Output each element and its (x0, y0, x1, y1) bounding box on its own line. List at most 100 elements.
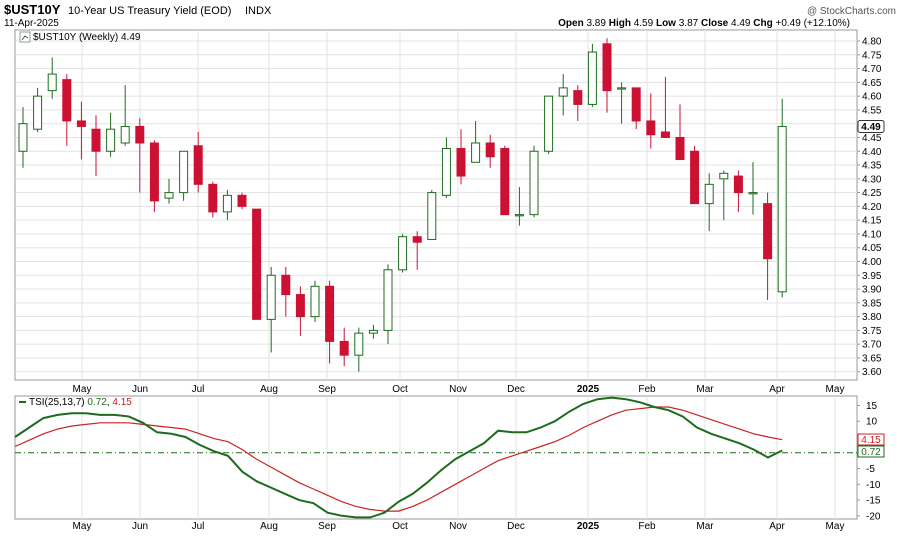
price-y-axis: 4.804.754.704.654.604.554.504.454.404.35… (857, 37, 882, 378)
open-value: 3.89 (586, 18, 606, 29)
price-y-tick-label: 4.45 (862, 133, 882, 144)
candle-body (690, 150, 700, 205)
candle-body (441, 148, 451, 196)
candle-body (149, 142, 159, 202)
tsi-signal-legend-value: 4.15 (112, 397, 132, 408)
candle-body (179, 150, 189, 194)
candle-body (748, 192, 758, 195)
symbol-label: $UST10Y (4, 2, 61, 17)
price-y-tick-label: 4.55 (862, 105, 882, 116)
candle-body (354, 332, 364, 356)
price-candles (18, 38, 787, 372)
price-y-tick-label: 4.35 (862, 161, 882, 172)
price-x-tick-label: Aug (260, 384, 278, 395)
price-x-tick-label: Mar (696, 384, 714, 395)
candle-body (18, 123, 28, 152)
candle-body (471, 142, 481, 163)
tsi-legend-text: TSI(25,13,7) 0.72, 4.15 (29, 397, 132, 408)
price-y-tick-label: 4.30 (862, 174, 882, 185)
price-y-tick-label: 3.95 (862, 271, 882, 282)
price-y-tick-label: 3.90 (862, 285, 882, 296)
price-y-tick-label: 4.65 (862, 78, 882, 89)
candle-body (675, 136, 685, 161)
candle-body (281, 274, 291, 296)
tsi-panel (14, 395, 858, 520)
candle-body (47, 73, 57, 92)
last-price-label: 4.49 (861, 122, 881, 133)
chg-label: Chg (753, 18, 772, 29)
price-y-tick-label: 3.70 (862, 340, 882, 351)
legend-swatch (19, 31, 31, 43)
high-label: High (609, 18, 631, 29)
price-x-tick-label: Oct (392, 384, 408, 395)
candle-body (193, 145, 203, 185)
candle-body (427, 192, 437, 240)
price-x-tick-label: Nov (449, 384, 467, 395)
candle-body (646, 120, 656, 136)
candle-body (339, 340, 349, 356)
tsi-legend-sep: , (107, 397, 110, 408)
tsi-legend-value: 0.72 (87, 397, 107, 408)
price-y-tick-label: 3.65 (862, 353, 882, 364)
tsi-signal-last-box (857, 433, 885, 446)
tsi-y-tick-label: -15 (866, 496, 881, 507)
open-label: Open (558, 18, 584, 29)
tsi-lines (14, 396, 783, 519)
tsi-x-tick-label: Jul (192, 521, 205, 532)
price-x-tick-label: Jul (192, 384, 205, 395)
candle-body (733, 175, 743, 194)
candle-body (295, 294, 305, 318)
candle-body (456, 148, 466, 177)
tsi-legend: TSI(25,13,7) 0.72, 4.15 (19, 397, 132, 408)
tsi-x-axis: May Jun Jul Aug Sep Oct Nov Dec 2025 Feb Mar Apr May (73, 521, 845, 532)
candle-body (368, 329, 378, 334)
legend-swatch-icon (21, 35, 29, 41)
price-x-axis: May Jun Jul Aug Sep Oct Nov Dec 2025 Feb Mar Apr May (73, 384, 845, 395)
watermark: @ StockCharts.com (807, 6, 896, 17)
candle-body (398, 236, 408, 271)
tsi-x-tick-label: Apr (769, 521, 785, 532)
candle-body (252, 208, 262, 320)
candle-body (500, 148, 510, 216)
candle-body (135, 125, 145, 144)
instrument-name: 10-Year US Treasury Yield (EOD) (68, 5, 231, 17)
price-y-tick-label: 4.10 (862, 229, 882, 240)
candle-body (514, 214, 524, 217)
tsi-x-tick-label: Oct (392, 521, 408, 532)
candle-body (529, 150, 539, 216)
tsi-last-label: 0.72 (861, 447, 881, 458)
price-y-tick-label: 4.40 (862, 147, 882, 158)
tsi-last-tags: 4.15 0.72 (857, 433, 885, 458)
candle-body (573, 90, 583, 105)
chg-value: +0.49 (+12.10%) (776, 18, 851, 29)
candle-body (412, 236, 422, 243)
candle-body (485, 142, 495, 158)
exchange-label: INDX (245, 5, 272, 17)
tsi-line (14, 396, 783, 519)
candle-body (120, 125, 130, 144)
tsi-y-tick-label: 15 (866, 401, 878, 412)
candle-body (208, 183, 218, 213)
price-y-tick-label: 3.60 (862, 367, 882, 378)
candle-body (704, 183, 714, 205)
last-price-box (857, 119, 885, 133)
tsi-y-axis: 151050-5-10-15-20 (857, 401, 881, 522)
price-x-tick-label: Dec (507, 384, 525, 395)
tsi-x-tick-label: 2025 (577, 521, 600, 532)
candle-body (602, 43, 612, 92)
candle-body (325, 285, 335, 342)
candle-body (558, 87, 568, 97)
candle-body (310, 285, 320, 318)
candle-body (266, 274, 276, 320)
quote-line: Open 3.89 High 4.59 Low 3.87 Close 4.49 … (558, 18, 850, 29)
tsi-signal-last-label: 4.15 (861, 435, 881, 446)
candle-body (76, 120, 86, 127)
price-x-tick-label: May (73, 384, 92, 395)
candle-body (164, 192, 174, 199)
price-legend-text: $UST10Y (Weekly) 4.49 (33, 32, 141, 43)
tsi-x-tick-label: Mar (696, 521, 714, 532)
price-y-tick-label: 4.70 (862, 64, 882, 75)
price-y-tick-label: 4.75 (862, 50, 882, 61)
tsi-y-tick-label: -10 (866, 480, 881, 491)
